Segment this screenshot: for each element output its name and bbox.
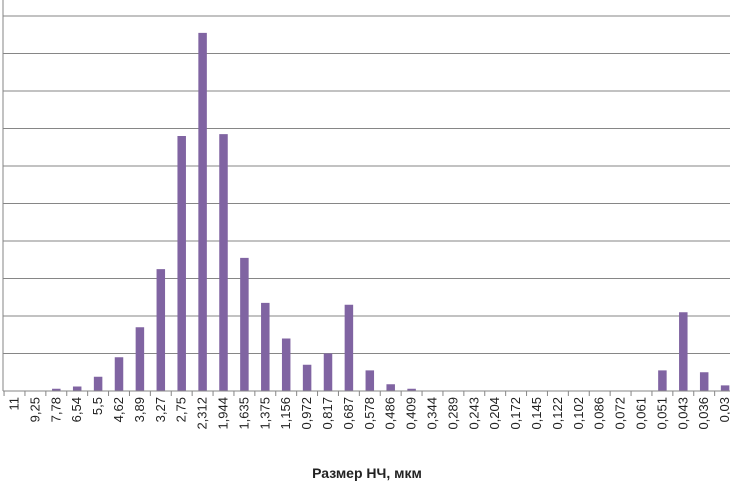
bar-17: [365, 370, 375, 392]
x-tick-label-27: 0,102: [571, 397, 586, 430]
x-tick-label-11: 1,635: [236, 397, 251, 430]
x-tick-label-28: 0,086: [592, 397, 607, 430]
x-tick-label-2: 7,78: [48, 397, 63, 422]
x-tick-label-26: 0,122: [550, 397, 565, 430]
bar-7: [156, 269, 166, 392]
bar-6: [135, 327, 145, 391]
x-tick-label-19: 0,409: [404, 397, 419, 430]
x-tick-label-21: 0,289: [445, 397, 460, 430]
x-tick-label-4: 5,5: [90, 397, 105, 415]
bar-16: [344, 304, 354, 391]
bar-33: [699, 372, 709, 391]
bar-3: [72, 386, 82, 391]
x-tick-label-25: 0,145: [529, 397, 544, 430]
x-tick-label-15: 0,817: [320, 397, 335, 430]
bar-13: [281, 338, 291, 391]
x-tick-label-6: 3,89: [132, 397, 147, 422]
x-tick-label-10: 1,944: [216, 397, 231, 430]
x-tick-label-22: 0,243: [466, 397, 481, 430]
x-tick-label-8: 2,75: [174, 397, 189, 422]
x-tick-labels: 11 9,25 7,78 6,54 5,5 4,62 3,89 3,27 2,75 2,312 1,…: [7, 397, 730, 430]
bar-12: [261, 302, 270, 392]
x-tick-label-9: 2,312: [195, 397, 210, 430]
x-tick-label-5: 4,62: [111, 397, 126, 422]
x-tick-label-29: 0,072: [613, 397, 628, 430]
x-tick-label-12: 1,375: [257, 397, 272, 430]
x-tick-label-33: 0,036: [696, 397, 711, 430]
bar-18: [386, 384, 395, 391]
x-tick-label-31: 0,051: [654, 397, 669, 430]
x-tick-label-32: 0,043: [675, 397, 690, 430]
x-axis-title: Размер НЧ, мкм: [312, 465, 422, 481]
bar-8: [177, 136, 186, 391]
x-tick-label-14: 0,972: [299, 397, 314, 430]
bar-9: [198, 32, 207, 392]
bar-31: [658, 370, 667, 392]
bar-14: [302, 364, 312, 391]
bar-4: [93, 376, 103, 391]
x-tick-label-20: 0,344: [425, 397, 440, 430]
x-tick-label-0: 11: [7, 397, 22, 411]
bar-2: [52, 388, 61, 391]
gridlines: [2, 0, 730, 391]
x-tick-label-13: 1,156: [278, 397, 293, 430]
bar-11: [240, 257, 249, 392]
bar-15: [323, 353, 333, 391]
x-tick-label-30: 0,061: [634, 397, 649, 430]
x-tick-label-18: 0,486: [383, 397, 398, 430]
x-tick-label-7: 3,27: [153, 397, 168, 422]
x-tick-label-34: 0,03: [717, 397, 730, 422]
bar-5: [114, 357, 124, 391]
bar-10: [219, 134, 228, 392]
bar-19: [407, 388, 416, 391]
x-axis: [3, 390, 730, 396]
x-tick-label-23: 0,204: [487, 397, 502, 430]
bar-32: [679, 312, 688, 391]
bar-34: [720, 385, 730, 392]
x-tick-label-24: 0,172: [508, 397, 523, 430]
x-tick-label-16: 0,687: [341, 397, 356, 430]
x-tick-label-1: 9,25: [27, 397, 42, 422]
x-tick-label-17: 0,578: [362, 397, 377, 430]
x-tick-label-3: 6,54: [69, 397, 84, 422]
bars: [52, 32, 730, 392]
